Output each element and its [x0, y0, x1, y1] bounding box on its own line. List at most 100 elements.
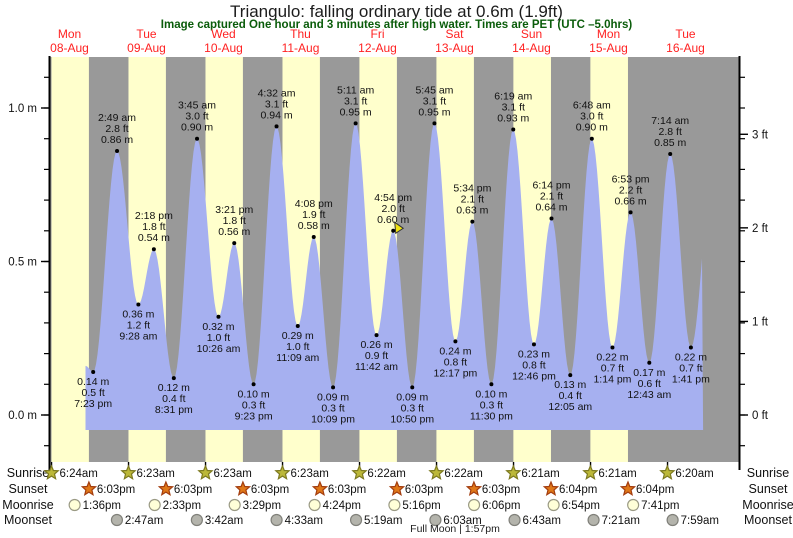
svg-text:1.0 ft: 1.0 ft [207, 332, 230, 344]
svg-text:12:43 am: 12:43 am [627, 389, 671, 401]
tide-extreme-dot [410, 385, 415, 390]
astro-time: 6:23am [290, 468, 328, 480]
tide-extreme-label: 4:54 pm2.0 ft0.60 m [374, 192, 412, 226]
tide-extreme-label: 4:08 pm1.9 ft0.58 m [295, 198, 333, 232]
astro-time: 3:29pm [243, 500, 281, 512]
astro-time: 6:21am [521, 468, 559, 480]
tide-extreme-dot [628, 210, 633, 215]
day-label-dow: Sun [521, 27, 542, 41]
tide-extreme-label: 2:49 am2.8 ft0.86 m [98, 112, 136, 146]
sunset-star [619, 480, 637, 496]
svg-text:1:14 pm: 1:14 pm [593, 373, 631, 385]
day-label-dow: Mon [58, 27, 81, 41]
svg-text:0.17 m: 0.17 m [633, 367, 665, 379]
svg-text:7:23 pm: 7:23 pm [74, 398, 112, 410]
tide-extreme-dot [295, 323, 300, 328]
astro-time: 6:03pm [174, 484, 212, 496]
svg-text:0.6 ft: 0.6 ft [638, 378, 661, 390]
y-axis-right-label: 1 ft [752, 316, 769, 328]
day-label-dow: Tue [675, 27, 696, 41]
svg-text:5:34 pm: 5:34 pm [453, 183, 491, 195]
astro-time: 6:20am [675, 468, 713, 480]
y-axis-right-label: 2 ft [752, 223, 769, 235]
moonrise-circle [388, 498, 401, 512]
tide-extreme-label: 0.12 m0.4 ft8:31 pm [155, 382, 193, 416]
astro-time: 2:33pm [163, 500, 201, 512]
day-label-date: 12-Aug [358, 41, 397, 55]
svg-text:6:48 am: 6:48 am [573, 100, 611, 112]
svg-text:0.64 m: 0.64 m [535, 202, 567, 214]
svg-text:2.2 ft: 2.2 ft [619, 184, 642, 196]
svg-text:6:19 am: 6:19 am [494, 90, 532, 102]
tide-extreme-dot [647, 360, 652, 365]
svg-text:2:49 am: 2:49 am [98, 112, 136, 124]
day-label-dow: Mon [597, 27, 620, 41]
svg-text:3.0 ft: 3.0 ft [580, 111, 603, 123]
moonrise-circle [547, 498, 560, 512]
svg-text:1.0 ft: 1.0 ft [286, 341, 309, 353]
svg-text:0.90 m: 0.90 m [576, 122, 608, 134]
svg-text:0.7 ft: 0.7 ft [601, 362, 624, 374]
day-label-dow: Wed [211, 27, 235, 41]
astro-time: 4:33am [285, 515, 323, 527]
day-label-dow: Sat [445, 27, 464, 41]
svg-text:0.66 m: 0.66 m [615, 195, 647, 207]
svg-text:0.86 m: 0.86 m [101, 134, 133, 146]
svg-text:1:41 pm: 1:41 pm [672, 373, 710, 385]
svg-text:2.8 ft: 2.8 ft [105, 123, 128, 135]
svg-text:0.56 m: 0.56 m [218, 226, 250, 238]
tide-extreme-label: 0.22 m0.7 ft1:41 pm [672, 351, 710, 385]
astro-time: 5:19am [364, 515, 402, 527]
moonset-circle [666, 513, 679, 527]
moonset-circle [190, 513, 203, 527]
moonset-circle [349, 513, 363, 527]
svg-text:5:45 am: 5:45 am [415, 84, 453, 96]
y-axis-right-label: 3 ft [752, 129, 769, 141]
moonset-circle [270, 513, 283, 527]
svg-text:10:09 pm: 10:09 pm [311, 413, 355, 425]
svg-text:0.63 m: 0.63 m [456, 205, 488, 217]
astro-time: 6:23am [136, 468, 174, 480]
astro-time: 6:06pm [482, 500, 520, 512]
svg-text:0.90 m: 0.90 m [181, 122, 213, 134]
svg-text:0.26 m: 0.26 m [360, 339, 392, 351]
svg-text:1.9 ft: 1.9 ft [302, 209, 325, 221]
astro-time: 5:16pm [402, 500, 440, 512]
y-axis-left-label: 0.0 m [8, 410, 37, 422]
svg-text:0.36 m: 0.36 m [122, 308, 154, 320]
svg-text:12:17 pm: 12:17 pm [434, 367, 478, 379]
tide-extreme-label: 4:32 am3.1 ft0.94 m [258, 87, 296, 121]
svg-text:0.09 m: 0.09 m [317, 391, 349, 403]
astro-time: 6:04pm [636, 484, 674, 496]
svg-text:3.1 ft: 3.1 ft [502, 101, 525, 113]
svg-text:0.85 m: 0.85 m [654, 137, 686, 149]
tide-extreme-dot [251, 382, 256, 387]
tide-extreme-dot [489, 382, 494, 387]
svg-text:1.8 ft: 1.8 ft [142, 221, 165, 233]
tide-extreme-dot [391, 228, 396, 233]
tide-extreme-dot [171, 376, 176, 381]
tide-extreme-dot [453, 339, 458, 344]
tide-extreme-label: 6:48 am3.0 ft0.90 m [573, 100, 611, 134]
svg-text:3.1 ft: 3.1 ft [265, 98, 288, 110]
svg-text:4:54 pm: 4:54 pm [374, 192, 412, 204]
svg-text:0.32 m: 0.32 m [202, 321, 234, 333]
moonrise-circle [148, 498, 161, 512]
astro-time: 6:04pm [559, 484, 597, 496]
svg-text:0.09 m: 0.09 m [396, 391, 428, 403]
moonrise-circle [308, 498, 321, 512]
svg-text:0.13 m: 0.13 m [554, 379, 586, 391]
astro-time: 1:36pm [83, 500, 121, 512]
astro-time: 6:22am [367, 468, 405, 480]
tide-extreme-dot [432, 121, 437, 126]
y-axis-left-label: 0.5 m [8, 257, 37, 269]
tide-extreme-dot [274, 124, 279, 129]
sunset-star [157, 480, 175, 496]
svg-text:0.4 ft: 0.4 ft [559, 390, 582, 402]
svg-text:0.22 m: 0.22 m [596, 351, 628, 363]
svg-text:12:46 pm: 12:46 pm [512, 370, 556, 382]
